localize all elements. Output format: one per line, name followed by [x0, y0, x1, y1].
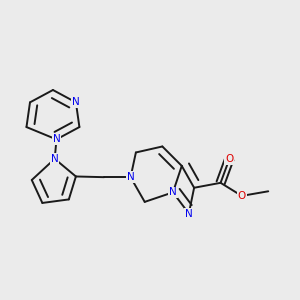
Text: N: N — [185, 208, 193, 218]
Text: N: N — [169, 188, 177, 197]
Text: N: N — [51, 154, 58, 164]
Text: N: N — [127, 172, 134, 182]
Text: O: O — [238, 191, 246, 201]
Text: O: O — [225, 154, 233, 164]
Text: N: N — [52, 134, 60, 144]
Text: N: N — [72, 98, 80, 107]
